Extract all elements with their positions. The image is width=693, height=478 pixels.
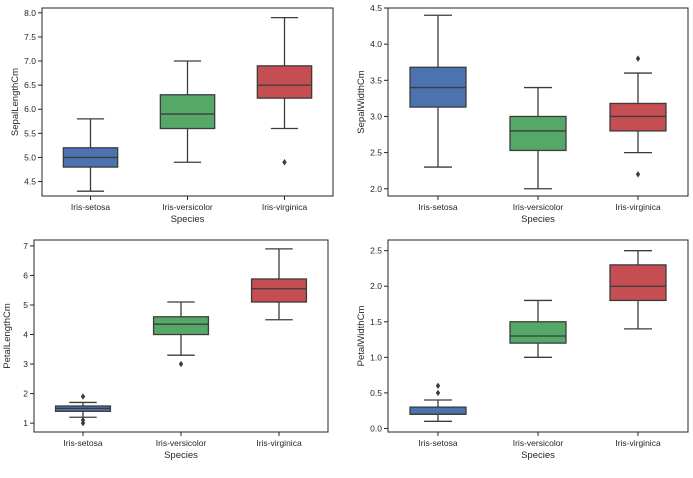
- chart-panel-PetalWidthCm: 0.0 0.5 1.0 1.5 2.0 2.5 Iris-setosa Iris-versic…: [356, 239, 689, 461]
- x-axis-label: Species: [521, 214, 555, 225]
- y-axis-label: PetalWidthCm: [356, 306, 367, 367]
- y-tick-label: 4.5: [24, 177, 36, 187]
- outlier-point: [282, 159, 287, 166]
- plot-frame: [41, 7, 334, 197]
- y-tick-label: 3.0: [370, 111, 382, 121]
- box-Iris-versicolor: [509, 115, 567, 152]
- y-tick-label: 2.0: [370, 184, 382, 194]
- y-tick-label: 6: [23, 270, 28, 280]
- chart-panel-SepalLengthCm: 4.5 5.0 5.5 6.0 6.5 7.0 7.5 8.0 Iris-setosa Iris-…: [10, 7, 334, 225]
- y-tick-label: 1.5: [370, 317, 382, 327]
- y-axis-label: SepalLengthCm: [10, 68, 21, 136]
- x-tick-label: Iris-virginica: [256, 438, 302, 448]
- y-tick-label: 2.5: [370, 246, 382, 256]
- box-Iris-virginica: [256, 65, 313, 99]
- y-tick-label: 3.5: [370, 75, 382, 85]
- y-tick-label: 4.0: [370, 39, 382, 49]
- y-tick-label: 2: [23, 389, 28, 399]
- plot-frame: [387, 7, 689, 197]
- outlier-point: [435, 389, 441, 397]
- y-tick-label: 0.5: [370, 388, 382, 398]
- outlier-point: [635, 171, 641, 178]
- y-tick-label: 0.0: [370, 423, 382, 433]
- y-axis-label: SepalWidthCm: [356, 70, 367, 133]
- y-tick-label: 6.5: [24, 80, 36, 90]
- chart-panel-SepalWidthCm: 2.0 2.5 3.0 3.5 4.0 4.5 Iris-setosa Iris-versic…: [356, 3, 689, 225]
- box-Iris-versicolor: [159, 94, 216, 130]
- y-tick-label: 1: [23, 418, 28, 428]
- x-tick-label: Iris-versicolor: [162, 202, 213, 212]
- plot-frame: [33, 239, 329, 433]
- box-Iris-versicolor: [509, 321, 567, 344]
- y-tick-label: 2.5: [370, 148, 382, 158]
- box-Iris-setosa: [409, 406, 467, 415]
- y-tick-label: 3: [23, 359, 28, 369]
- y-tick-label: 8.0: [24, 8, 36, 18]
- x-tick-label: Iris-setosa: [418, 438, 457, 448]
- x-tick-label: Iris-setosa: [418, 202, 457, 212]
- y-tick-label: 4: [23, 330, 28, 340]
- x-tick-label: Iris-virginica: [615, 202, 661, 212]
- x-tick-label: Iris-setosa: [63, 438, 102, 448]
- y-tick-label: 4.5: [370, 3, 382, 13]
- plot-frame: [387, 239, 689, 433]
- y-tick-label: 5.5: [24, 128, 36, 138]
- x-tick-label: Iris-versicolor: [156, 438, 207, 448]
- y-tick-label: 6.0: [24, 104, 36, 114]
- box-Iris-versicolor: [152, 316, 210, 336]
- x-axis-label: Species: [171, 214, 205, 225]
- box-Iris-virginica: [609, 264, 667, 302]
- box-Iris-virginica: [250, 278, 308, 303]
- y-tick-label: 7.0: [24, 56, 36, 66]
- x-tick-label: Iris-virginica: [615, 438, 661, 448]
- y-tick-label: 7.5: [24, 32, 36, 42]
- x-tick-label: Iris-setosa: [71, 202, 110, 212]
- y-tick-label: 5.0: [24, 152, 36, 162]
- x-tick-label: Iris-versicolor: [513, 202, 564, 212]
- outlier-point: [435, 382, 441, 389]
- box-Iris-virginica: [609, 102, 667, 132]
- outlier-point: [80, 419, 86, 427]
- y-axis-label: PetalLengthCm: [2, 303, 13, 369]
- y-tick-label: 7: [23, 241, 28, 251]
- x-tick-label: Iris-virginica: [262, 202, 308, 212]
- outlier-point: [635, 55, 641, 62]
- y-tick-label: 5: [23, 300, 28, 310]
- y-tick-label: 2.0: [370, 281, 382, 291]
- x-axis-label: Species: [164, 450, 198, 461]
- x-tick-label: Iris-versicolor: [513, 438, 564, 448]
- y-tick-label: 1.0: [370, 352, 382, 362]
- outlier-point: [178, 360, 184, 368]
- x-axis-label: Species: [521, 450, 555, 461]
- outlier-point: [80, 393, 86, 400]
- chart-panel-PetalLengthCm: 1 2 3 4 5 6 7 Iris-setosa Iris-versicolor Iris-vi…: [2, 239, 329, 461]
